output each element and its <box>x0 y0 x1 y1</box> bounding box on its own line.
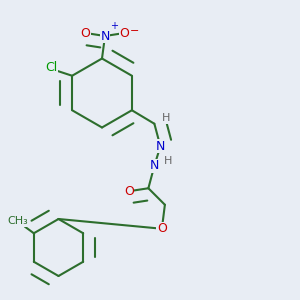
Text: O: O <box>81 26 90 40</box>
Text: H: H <box>164 156 172 166</box>
Text: +: + <box>110 21 118 31</box>
Text: Cl: Cl <box>45 61 57 74</box>
Text: O: O <box>124 185 134 198</box>
Text: H: H <box>162 113 170 123</box>
Text: N: N <box>100 29 110 43</box>
Text: N: N <box>156 140 165 153</box>
Text: −: − <box>130 26 139 36</box>
Text: N: N <box>150 159 159 172</box>
Text: O: O <box>157 222 167 235</box>
Text: O: O <box>120 26 129 40</box>
Text: CH₃: CH₃ <box>7 216 28 226</box>
